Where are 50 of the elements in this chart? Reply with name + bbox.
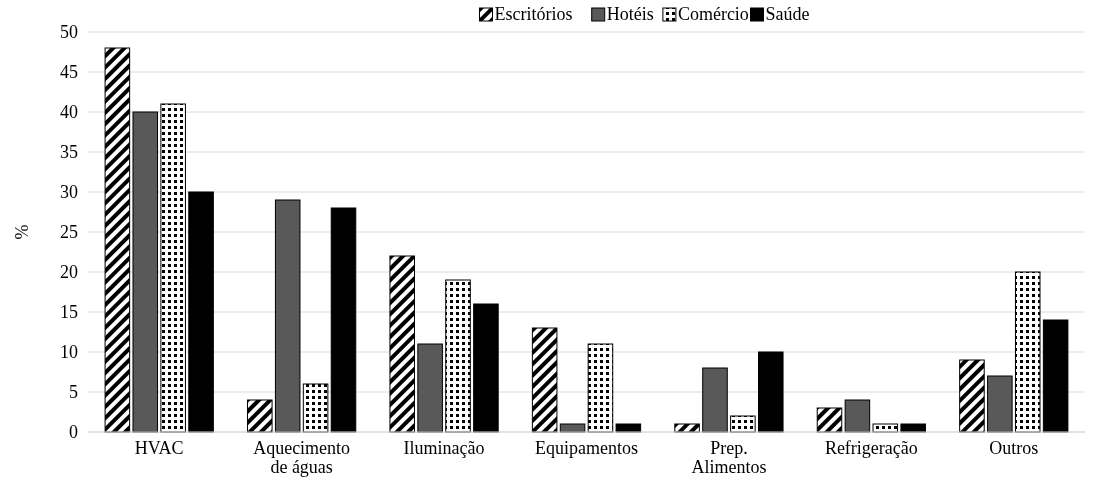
y-axis-title: % — [12, 224, 32, 240]
bar — [674, 423, 700, 433]
legend-label: Saúde — [765, 4, 810, 24]
bar — [1014, 271, 1041, 433]
x-tick-label: Iluminação — [403, 438, 485, 458]
bar — [531, 327, 558, 433]
bar — [389, 255, 415, 433]
bar — [302, 383, 329, 433]
bar — [160, 103, 186, 433]
y-tick-label: 50 — [60, 22, 78, 43]
bar — [816, 407, 843, 433]
x-tick-label: Refrigeração — [824, 438, 918, 458]
y-tick-label: 10 — [60, 342, 78, 363]
bar — [730, 415, 756, 433]
bar — [615, 423, 642, 433]
bar — [132, 111, 159, 433]
y-tick-label: 15 — [60, 302, 78, 323]
bar — [473, 303, 499, 433]
bar — [247, 399, 273, 433]
bar — [844, 399, 871, 433]
bar — [104, 47, 131, 433]
bar — [702, 367, 728, 433]
legend-label: Comércio — [677, 4, 749, 24]
bar — [445, 279, 471, 433]
legend-label: Hotéis — [606, 4, 654, 24]
y-tick-label: 45 — [60, 62, 78, 83]
bar — [900, 423, 926, 433]
x-tick-label: Outros — [989, 438, 1039, 458]
bar — [274, 199, 301, 433]
y-tick-label: 5 — [69, 382, 78, 403]
x-tick-label: Equipamentos — [535, 438, 638, 458]
bar — [587, 343, 614, 433]
bar — [330, 207, 357, 433]
y-tick-label: 0 — [69, 422, 78, 443]
x-tick-label: HVAC — [134, 438, 184, 458]
bar — [987, 375, 1013, 433]
bar — [188, 191, 214, 433]
y-tick-label: 30 — [60, 182, 78, 203]
legend-label: Escritórios — [494, 4, 573, 24]
y-tick-label: 20 — [60, 262, 78, 283]
y-tick-label: 35 — [60, 142, 78, 163]
x-tick-label: Aquecimento de águas — [253, 438, 351, 477]
bar — [872, 423, 899, 433]
y-tick-label: 40 — [60, 102, 78, 123]
y-tick-label: 25 — [60, 222, 78, 243]
x-tick-label: Prep. Alimentos — [691, 438, 767, 477]
bar — [959, 359, 985, 433]
bar — [758, 351, 784, 433]
bar — [417, 343, 443, 433]
bar — [1042, 319, 1069, 433]
